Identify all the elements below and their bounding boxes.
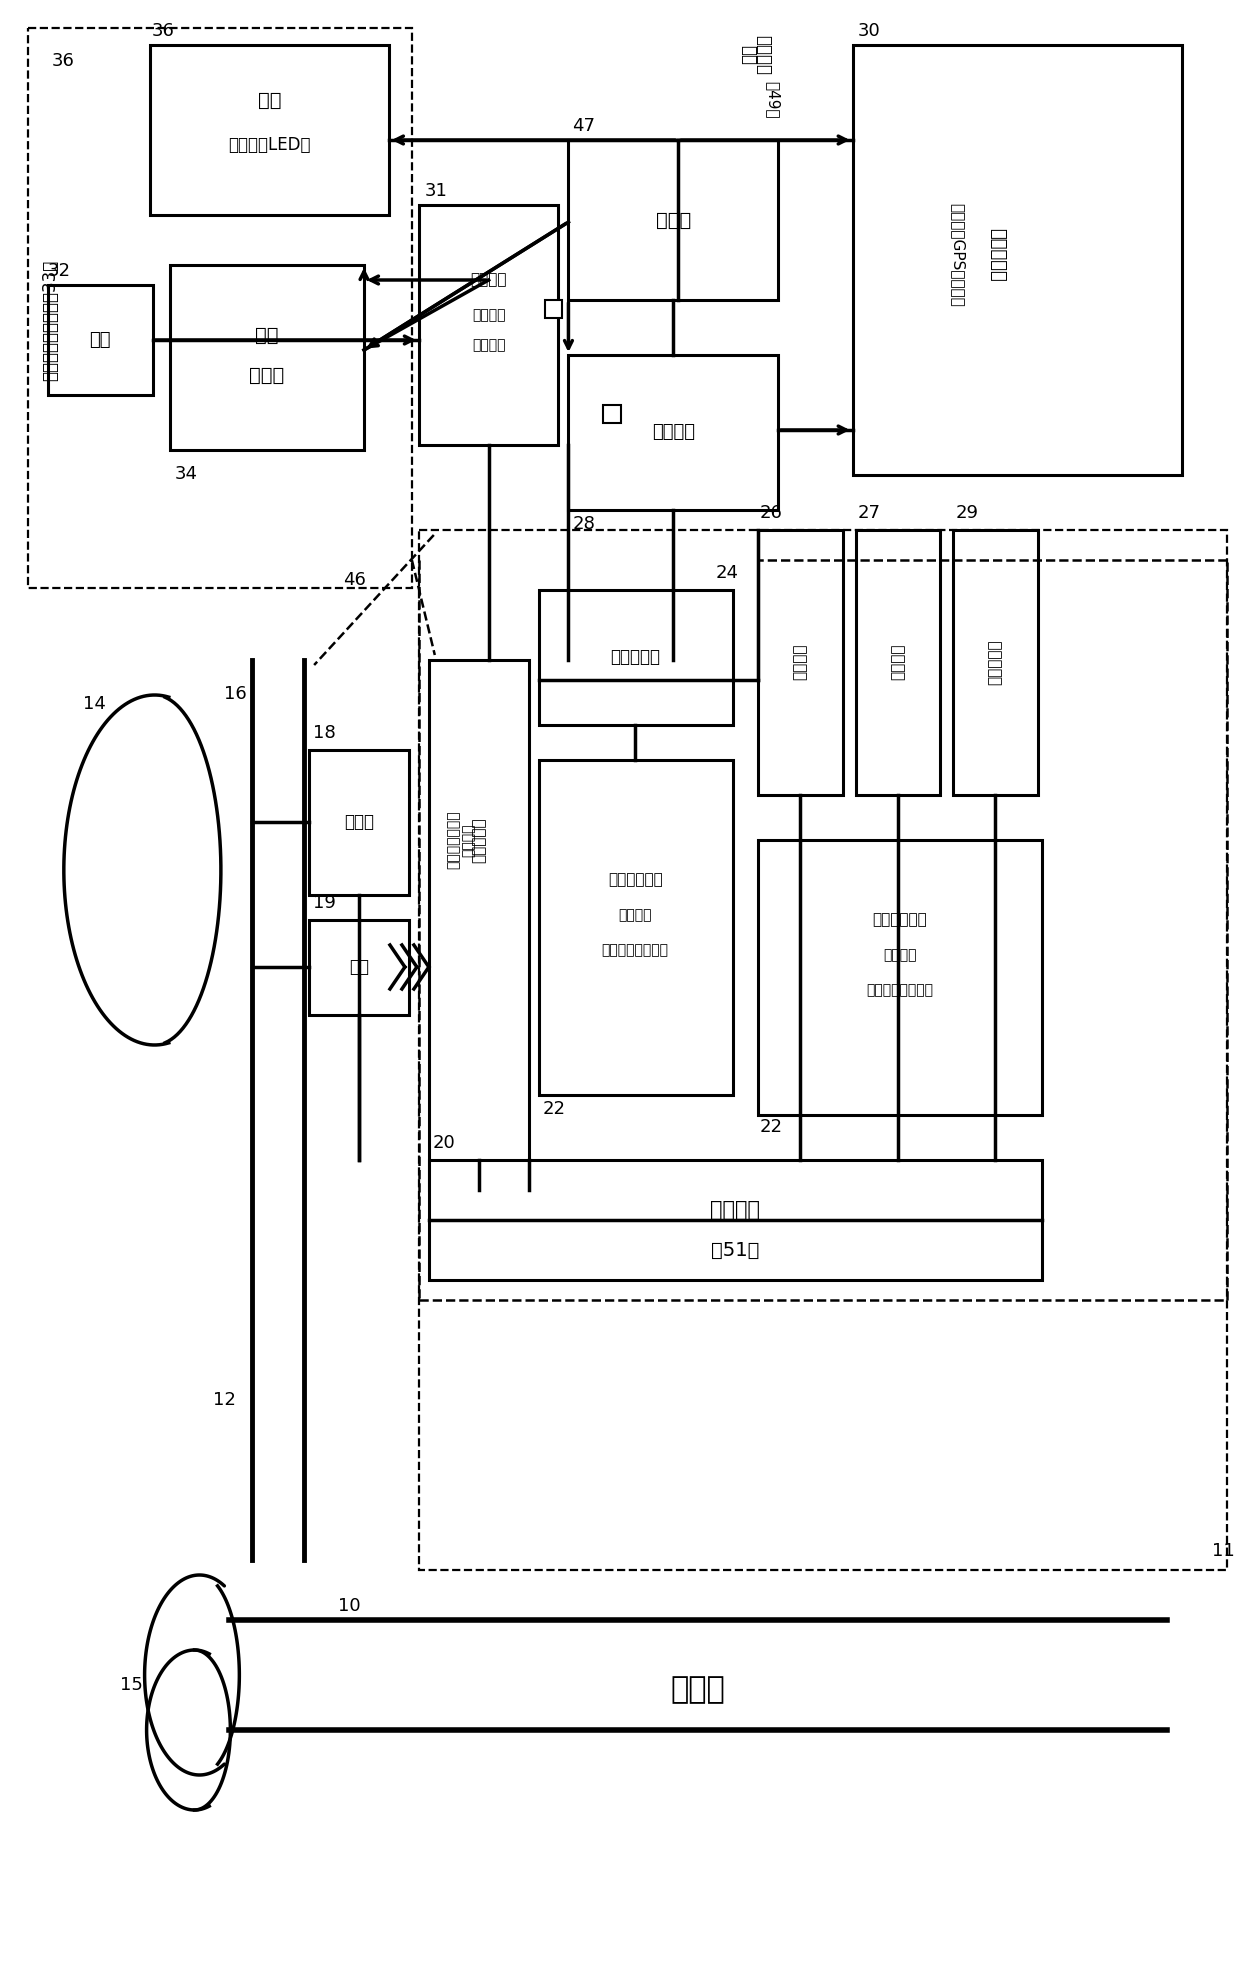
Text: 模式控制器: 模式控制器 (988, 638, 1003, 685)
Bar (429, 660, 528, 1190)
Text: 数据总线: 数据总线 (754, 35, 773, 75)
Text: （例如，: （例如， (883, 949, 916, 962)
Text: 10: 10 (337, 1597, 361, 1614)
Text: 36: 36 (151, 22, 175, 39)
Text: 数据总线: 数据总线 (711, 1200, 760, 1220)
Text: 数据存储装置: 数据存储装置 (872, 913, 928, 927)
Bar (568, 139, 777, 300)
Bar (309, 750, 409, 896)
Text: 26: 26 (760, 505, 782, 522)
Text: 输入接口: 输入接口 (470, 273, 507, 287)
Text: 指示器: 指示器 (249, 365, 284, 385)
Bar (419, 204, 558, 446)
Bar (538, 760, 733, 1096)
Text: （49）: （49） (765, 81, 780, 118)
Text: 22: 22 (543, 1100, 565, 1118)
Text: 定位接收器: 定位接收器 (988, 228, 1007, 283)
Text: 11: 11 (1211, 1542, 1235, 1559)
Text: （例如，: （例如， (472, 308, 506, 322)
Bar (429, 1161, 1042, 1281)
Bar (29, 27, 412, 587)
Text: 27: 27 (858, 505, 880, 522)
Text: （例如，LED）: （例如，LED） (228, 136, 310, 153)
Text: 30: 30 (858, 22, 880, 39)
Bar (419, 530, 1226, 1569)
Text: 28: 28 (573, 515, 595, 532)
Text: 32: 32 (48, 261, 71, 281)
Text: 音响: 音响 (254, 326, 278, 344)
Bar (568, 355, 777, 511)
Text: （51）: （51） (711, 1241, 759, 1259)
Text: 编码器: 编码器 (343, 813, 374, 831)
Bar (544, 300, 563, 318)
Bar (856, 530, 940, 795)
Text: 非易失性存储器）: 非易失性存储器） (866, 984, 932, 998)
Text: 18: 18 (314, 725, 336, 742)
Text: 31: 31 (425, 183, 448, 200)
Bar (758, 530, 843, 795)
Text: 编程模块: 编程模块 (792, 644, 807, 680)
Text: 转向控制器: 转向控制器 (471, 817, 486, 862)
Text: 马达: 马达 (348, 958, 370, 976)
Text: 导航模块: 导航模块 (890, 644, 905, 680)
Text: 34: 34 (175, 465, 197, 483)
Text: 马达驱动电路）: 马达驱动电路） (446, 811, 461, 870)
Text: 12: 12 (213, 1391, 236, 1408)
Bar (954, 530, 1038, 795)
Text: 光源: 光源 (258, 90, 281, 110)
Text: （例如，GPS接收器）: （例如，GPS接收器） (950, 202, 965, 306)
Bar (48, 285, 153, 395)
Text: 22: 22 (760, 1118, 782, 1135)
Text: 16: 16 (224, 685, 247, 703)
Text: 20: 20 (433, 1133, 455, 1153)
Bar (853, 45, 1182, 475)
Text: （例如，: （例如， (619, 907, 652, 921)
Bar (758, 841, 1042, 1116)
Bar (309, 919, 409, 1015)
Text: 14: 14 (83, 695, 107, 713)
Bar (170, 265, 365, 450)
Bar (150, 45, 389, 214)
Text: 检测器）: 检测器） (472, 338, 506, 352)
Text: 数据存储装置: 数据存储装置 (608, 872, 662, 888)
Text: 被照明的开关组件（33）: 被照明的开关组件（33） (41, 259, 58, 381)
Text: （例如，: （例如， (461, 823, 476, 856)
Text: 驱动器: 驱动器 (656, 210, 691, 230)
Text: 46: 46 (342, 572, 366, 589)
Text: 转向轴: 转向轴 (671, 1675, 725, 1705)
Text: 车辆: 车辆 (739, 45, 756, 65)
Text: 24: 24 (715, 564, 739, 581)
Text: 15: 15 (120, 1675, 143, 1695)
Bar (538, 589, 733, 725)
Text: 通信接口: 通信接口 (652, 422, 694, 442)
Text: 47: 47 (573, 118, 595, 136)
Text: 19: 19 (314, 894, 336, 911)
Text: 29: 29 (955, 505, 978, 522)
Bar (604, 405, 621, 422)
Text: 非易失性存储器）: 非易失性存储器） (601, 943, 668, 956)
Text: 开关: 开关 (89, 332, 110, 350)
Text: 36: 36 (52, 51, 74, 71)
Text: 数据处理器: 数据处理器 (610, 648, 660, 666)
